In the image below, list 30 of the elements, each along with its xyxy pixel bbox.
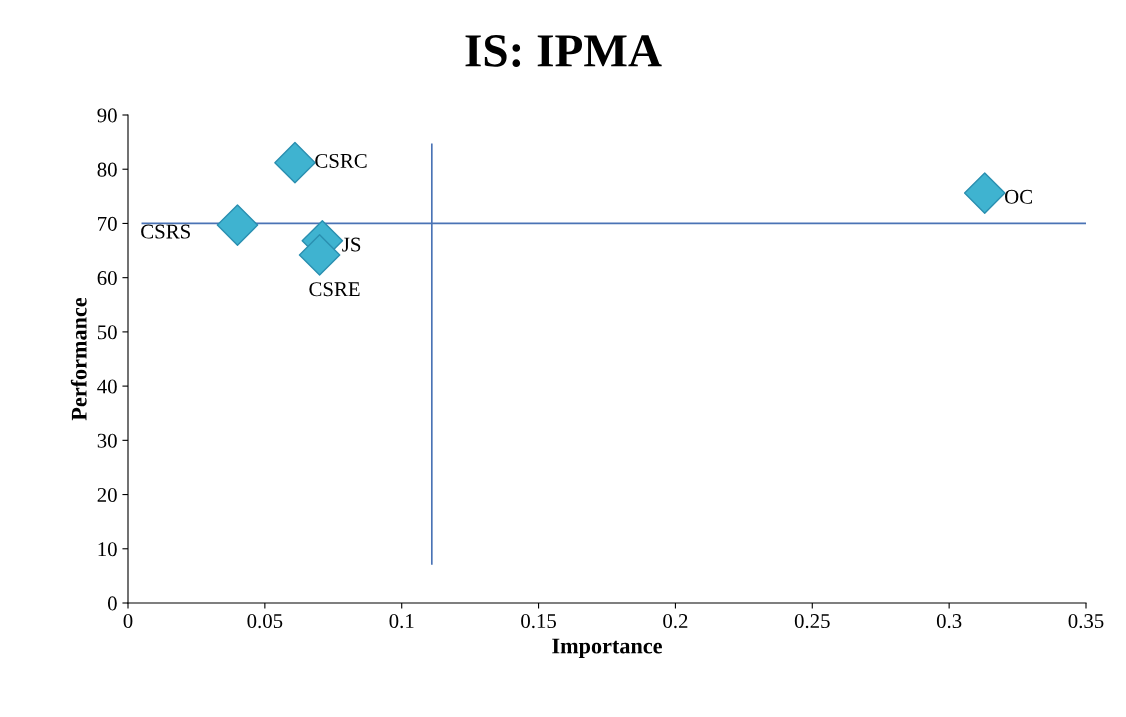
x-tick-label: 0.35 (1068, 614, 1104, 629)
x-tick-label: 0.3 (936, 614, 962, 629)
point (216, 204, 259, 246)
y-tick-label: 0 (107, 596, 117, 611)
x-tick-label: 0.15 (521, 614, 556, 629)
y-tick-label: 10 (98, 542, 117, 557)
y-tick-label: 60 (97, 271, 117, 286)
x-tick-label: 0 (123, 614, 133, 629)
y-tick-label: 50 (97, 325, 117, 340)
chart-title: IS: IPMA (465, 35, 662, 68)
annotation: CSRS (141, 224, 190, 239)
annotation: OC (1005, 189, 1032, 204)
y-tick-label: 20 (97, 487, 117, 502)
point (963, 172, 1006, 214)
y-tick-label: 90 (97, 108, 117, 123)
x-tick-label: 0.1 (389, 614, 414, 629)
annotation: CSRE (309, 282, 360, 297)
point (274, 141, 316, 184)
y-tick-label: 30 (97, 433, 117, 448)
x-tick-label: 0.2 (663, 614, 688, 629)
annotation: CSRC (315, 153, 367, 168)
y-tick-label: 40 (97, 379, 117, 394)
point (298, 234, 341, 276)
x-tick-label: 0.05 (247, 614, 283, 629)
y-tick-label: 80 (97, 162, 117, 177)
x-tick-label: 0.25 (794, 614, 830, 629)
annotation: JS (342, 237, 361, 252)
y-axis-title: Performance (70, 297, 87, 421)
x-axis-title: Importance (552, 638, 662, 659)
y-tick-label: 70 (98, 216, 117, 231)
